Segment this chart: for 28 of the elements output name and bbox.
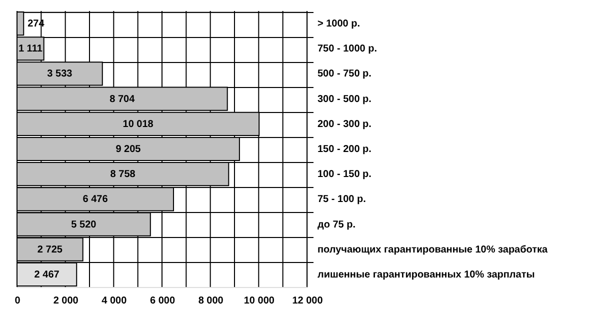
y-tick-label: 500 - 750 р. xyxy=(318,68,372,80)
data-label: 10 018 xyxy=(122,118,154,130)
y-tick-label: до 75 р. xyxy=(318,219,356,230)
data-label: 6 476 xyxy=(82,194,108,206)
y-tick-label: 750 - 1000 р. xyxy=(318,44,378,55)
y-tick-label: получающих гарантированные 10% заработка xyxy=(318,244,548,256)
y-tick-label: > 1000 р. xyxy=(318,18,360,30)
data-label: 1 111 xyxy=(18,44,43,55)
y-tick-label: лишенные гарантированных 10% зарплаты xyxy=(318,269,535,280)
x-tick-label: 0 xyxy=(14,296,21,306)
x-tick-label: 12 000 xyxy=(292,296,324,306)
x-tick-label: 8 000 xyxy=(198,296,224,306)
data-label: 8 758 xyxy=(110,169,136,180)
data-label: 2 467 xyxy=(34,269,60,280)
x-tick-label: 4 000 xyxy=(102,296,128,306)
x-tick-label: 6 000 xyxy=(150,296,176,306)
y-tick-label: 150 - 200 р. xyxy=(318,144,372,155)
y-tick-label: 75 - 100 р. xyxy=(318,194,366,206)
data-label: 8 704 xyxy=(110,94,136,105)
data-label: 5 520 xyxy=(71,219,97,230)
y-tick-label: 300 - 500 р. xyxy=(318,94,372,105)
x-tick-label: 2 000 xyxy=(53,296,79,306)
data-label: 9 205 xyxy=(116,144,142,155)
data-label: 3 533 xyxy=(47,68,73,80)
data-label: 2 725 xyxy=(37,244,63,256)
y-tick-label: 100 - 150 р. xyxy=(318,169,372,180)
x-tick-label: 10 000 xyxy=(244,296,275,306)
y-tick-label: 200 - 300 р. xyxy=(318,118,372,130)
